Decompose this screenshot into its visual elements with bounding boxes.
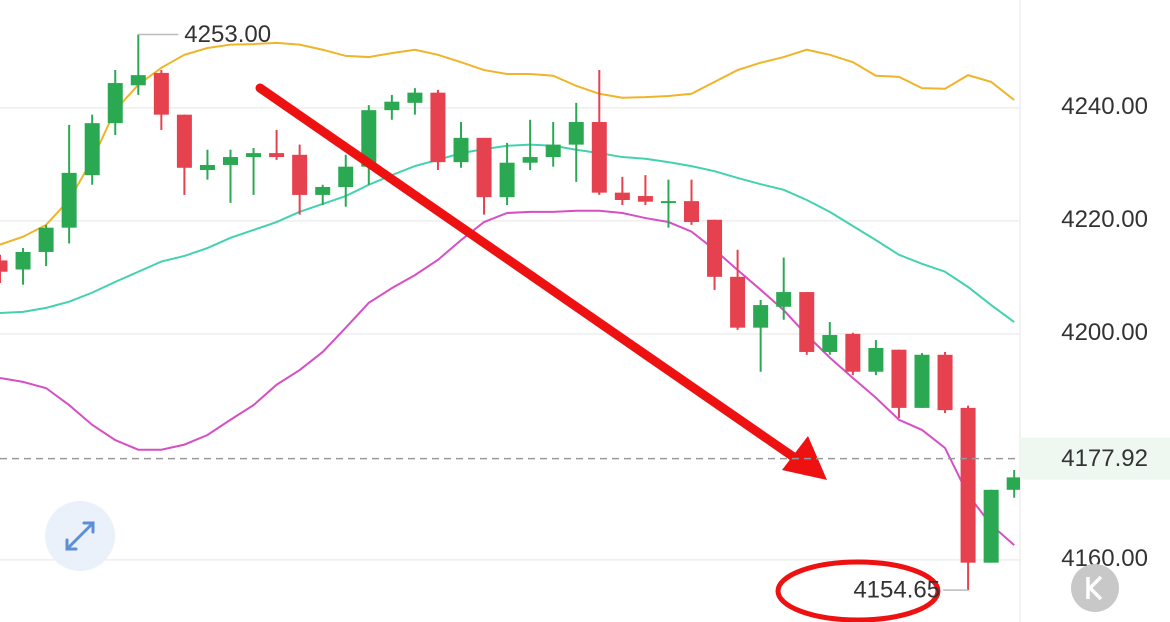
candle-body bbox=[130, 75, 146, 86]
y-tick-label: 4220.00 bbox=[1061, 206, 1148, 233]
candle-body bbox=[707, 219, 723, 277]
k-button[interactable] bbox=[1071, 564, 1119, 612]
candle-body bbox=[199, 164, 215, 171]
high-label: 4253.00 bbox=[184, 21, 271, 48]
candle-body bbox=[591, 122, 607, 193]
overlay: 4253.00 4154.65 4177.92 bbox=[0, 21, 1170, 622]
candle-body bbox=[799, 292, 815, 352]
candle-body bbox=[15, 251, 31, 270]
candle-body bbox=[660, 201, 676, 204]
candle-body bbox=[614, 192, 630, 200]
plot bbox=[0, 34, 1020, 591]
candle-body bbox=[292, 154, 308, 195]
band-line bbox=[0, 41, 1015, 246]
candle-body bbox=[269, 153, 285, 158]
candle-body bbox=[361, 110, 377, 167]
last-price-label: 4177.92 bbox=[1061, 445, 1148, 472]
candle-body bbox=[545, 144, 561, 158]
candle-body bbox=[499, 162, 515, 198]
candle-body bbox=[568, 122, 584, 145]
candle-body bbox=[960, 407, 976, 563]
y-tick-label: 4240.00 bbox=[1061, 93, 1148, 120]
candle-body bbox=[384, 101, 400, 111]
candle-body bbox=[430, 92, 446, 163]
candle-body bbox=[453, 137, 469, 163]
candle-body bbox=[983, 489, 999, 563]
candle-body bbox=[1006, 477, 1020, 490]
trend-arrow bbox=[255, 83, 800, 463]
candle-body bbox=[84, 123, 100, 176]
candle-body bbox=[61, 172, 77, 228]
candle-body bbox=[753, 305, 769, 328]
candle-body bbox=[845, 333, 861, 372]
candle-body bbox=[522, 157, 538, 163]
candle-body bbox=[338, 166, 354, 187]
y-tick-label: 4200.00 bbox=[1061, 319, 1148, 346]
last-price-box bbox=[1020, 437, 1170, 480]
candle-body bbox=[937, 354, 953, 411]
low-label: 4154.65 bbox=[853, 576, 940, 603]
candle-body bbox=[38, 227, 54, 252]
candle-body bbox=[223, 157, 238, 165]
candle-body bbox=[914, 354, 930, 408]
candle-body bbox=[476, 137, 492, 198]
k-bg[interactable] bbox=[1071, 564, 1119, 612]
candle-body bbox=[822, 335, 838, 352]
candle-body bbox=[637, 196, 653, 202]
candle-body bbox=[153, 72, 169, 115]
candle-body bbox=[776, 292, 792, 307]
candle-body bbox=[730, 276, 746, 328]
candle-body bbox=[868, 348, 884, 372]
k-icon[interactable] bbox=[1086, 575, 1103, 601]
expand-icon[interactable] bbox=[65, 521, 95, 551]
candle-body bbox=[0, 260, 8, 272]
candle-body bbox=[407, 92, 423, 103]
expand-button[interactable] bbox=[45, 501, 115, 571]
candle-body bbox=[891, 349, 907, 408]
candle-body bbox=[107, 83, 123, 124]
candle-body bbox=[315, 186, 331, 195]
candle-body bbox=[246, 153, 262, 158]
low-highlight bbox=[775, 559, 941, 622]
band-line bbox=[0, 209, 1015, 546]
candle-body bbox=[684, 201, 699, 223]
candle-body bbox=[176, 114, 192, 168]
